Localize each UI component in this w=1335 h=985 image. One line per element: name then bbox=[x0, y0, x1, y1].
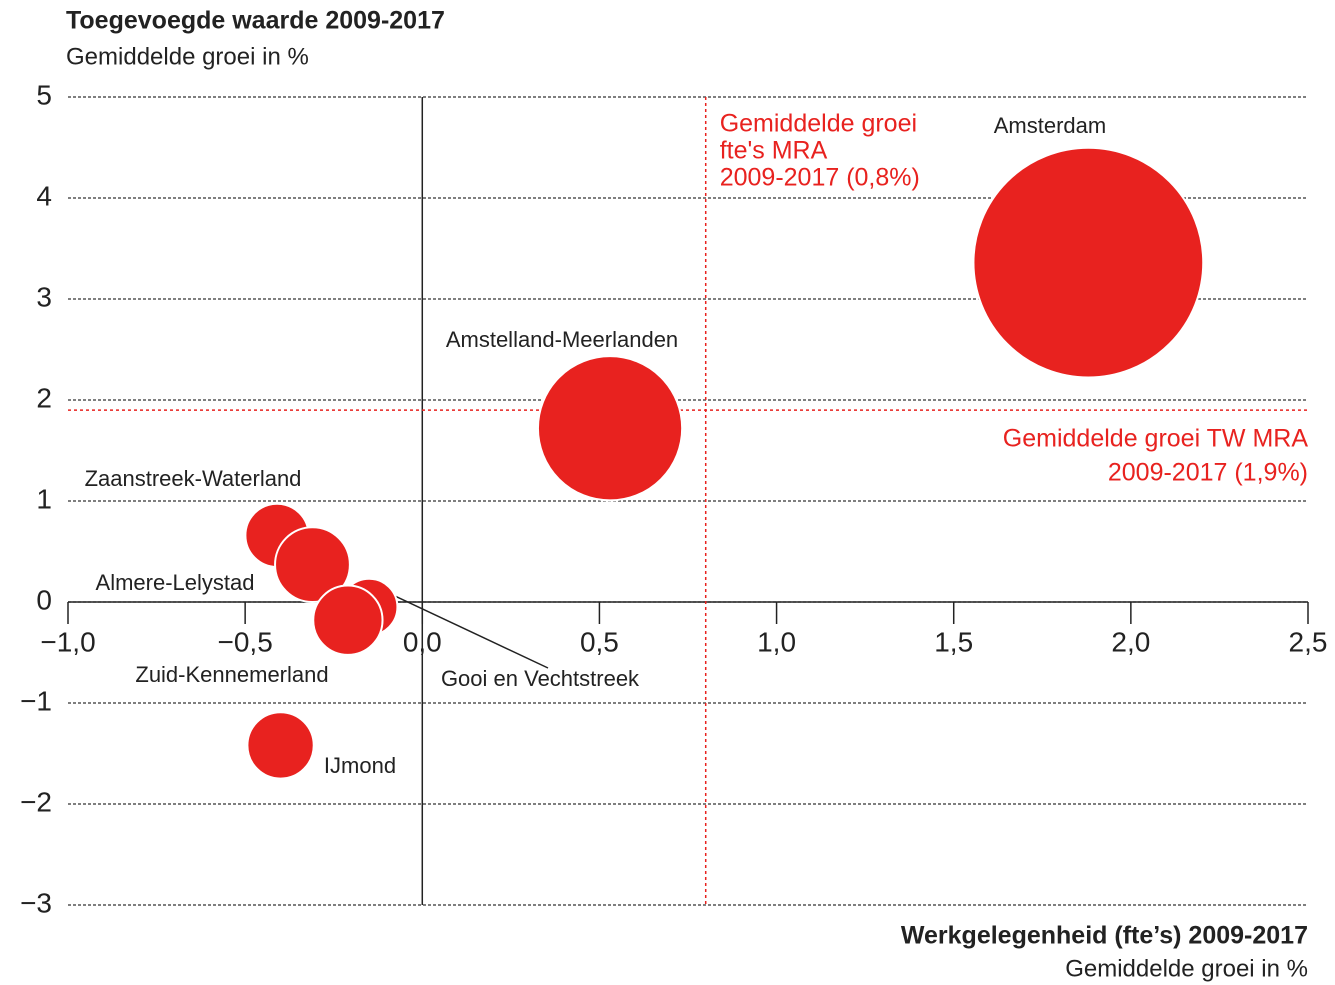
reference-label: Gemiddelde groei TW MRA bbox=[1003, 425, 1309, 453]
reference-label: fte's MRA bbox=[720, 137, 828, 165]
y-tick-label: −2 bbox=[20, 786, 52, 817]
y-tick-label: 2 bbox=[36, 382, 52, 413]
chart-title: Toegevoegde waarde 2009-2017 bbox=[66, 7, 445, 35]
bubble bbox=[536, 355, 684, 502]
reference-label: Gemiddelde groei bbox=[720, 110, 917, 138]
bubble-label: IJmond bbox=[324, 753, 396, 778]
y-tick-label: −3 bbox=[20, 887, 52, 918]
y-tick-label: 1 bbox=[36, 483, 52, 514]
y-tick-label: 0 bbox=[36, 584, 52, 615]
y-tick-label: 3 bbox=[36, 281, 52, 312]
bubble bbox=[246, 711, 315, 780]
reference-label: 2009-2017 (1,9%) bbox=[1108, 459, 1308, 487]
x-tick-label: 2,0 bbox=[1111, 626, 1150, 657]
y-tick-label: 4 bbox=[36, 180, 52, 211]
y-tick-label: −1 bbox=[20, 685, 52, 716]
bubble-label: Zuid-Kennemerland bbox=[135, 662, 328, 687]
x-tick-label: 2,5 bbox=[1289, 626, 1328, 657]
x-axis-title: Werkgelegenheid (fte’s) 2009-2017 bbox=[901, 922, 1308, 950]
bubble bbox=[274, 526, 351, 604]
leader-line bbox=[377, 587, 549, 669]
x-tick-label: 0,5 bbox=[580, 626, 619, 657]
bubble-label: Almere-Lelystad bbox=[96, 570, 255, 595]
x-tick-label: −1,0 bbox=[40, 626, 95, 657]
bubble bbox=[312, 584, 384, 656]
chart-subtitle: Gemiddelde groei in % bbox=[66, 43, 309, 70]
bubble-label: Amsterdam bbox=[994, 113, 1106, 138]
x-tick-label: 0,0 bbox=[403, 626, 442, 657]
x-tick-label: 1,5 bbox=[934, 626, 973, 657]
bubble-label: Zaanstreek-Waterland bbox=[85, 466, 302, 491]
bubble-label: Amstelland-Meerlanden bbox=[446, 327, 678, 352]
bubble-label: Gooi en Vechtstreek bbox=[441, 666, 640, 691]
x-tick-label: −0,5 bbox=[218, 626, 273, 657]
bubble bbox=[972, 146, 1205, 379]
x-tick-label: 1,0 bbox=[757, 626, 796, 657]
x-axis-subtitle: Gemiddelde groei in % bbox=[1065, 955, 1308, 982]
reference-label: 2009-2017 (0,8%) bbox=[720, 164, 920, 192]
y-tick-label: 5 bbox=[36, 79, 52, 110]
